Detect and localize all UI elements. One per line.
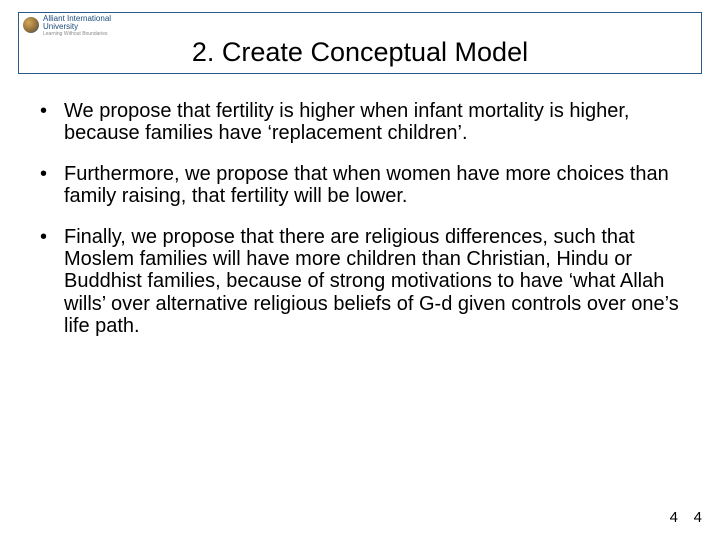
- bullet-marker: •: [36, 226, 64, 248]
- title-box: Alliant International University Learnin…: [18, 12, 702, 74]
- bullet-text: Furthermore, we propose that when women …: [64, 163, 684, 208]
- globe-icon: [23, 17, 39, 33]
- content-area: • We propose that fertility is higher wh…: [36, 100, 684, 356]
- bullet-marker: •: [36, 100, 64, 122]
- bullet-marker: •: [36, 163, 64, 185]
- bullet-item: • We propose that fertility is higher wh…: [36, 100, 684, 145]
- bullet-item: • Furthermore, we propose that when wome…: [36, 163, 684, 208]
- slide-title: 2. Create Conceptual Model: [19, 37, 701, 68]
- logo-line1: Alliant International University: [43, 15, 111, 31]
- bullet-text: We propose that fertility is higher when…: [64, 100, 684, 145]
- page-number-left: 4: [670, 509, 678, 526]
- logo-text: Alliant International University Learnin…: [43, 15, 111, 37]
- page-number-right: 4: [694, 509, 702, 526]
- bullet-text: Finally, we propose that there are relig…: [64, 226, 684, 338]
- bullet-item: • Finally, we propose that there are rel…: [36, 226, 684, 338]
- logo-area: Alliant International University Learnin…: [23, 15, 111, 37]
